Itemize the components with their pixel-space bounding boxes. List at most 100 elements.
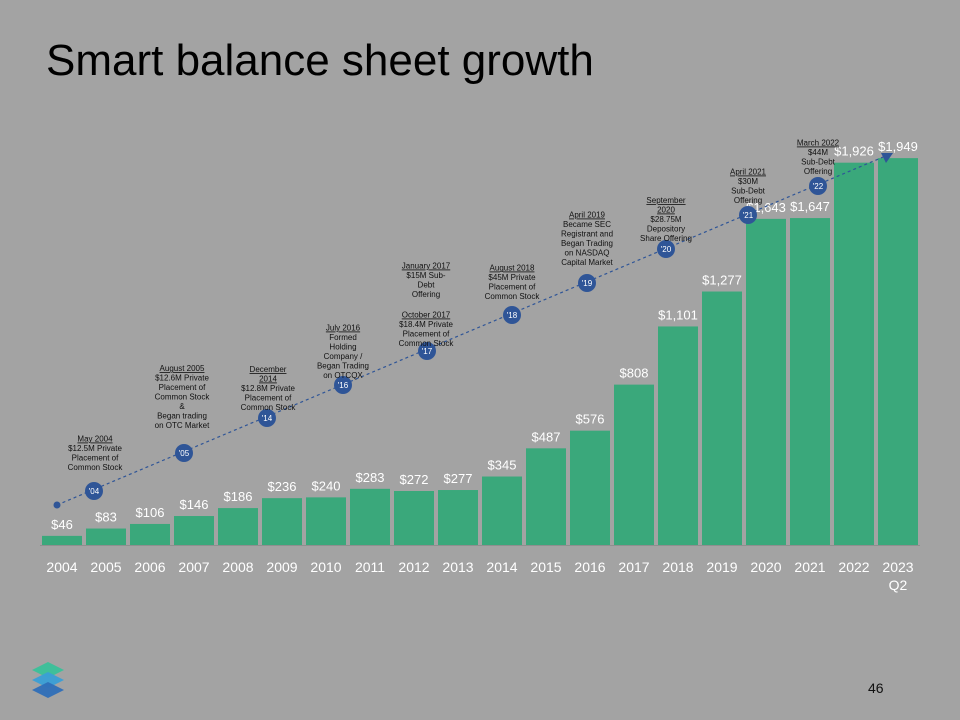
bar-6 [306, 497, 346, 545]
bar-value-label-2: $106 [136, 505, 165, 520]
milestone-note-9-line-1: Sub-Debt [801, 158, 836, 167]
milestone-label-9: '22 [813, 182, 824, 191]
bar-value-label-0: $46 [51, 517, 73, 532]
page-number: 46 [868, 680, 884, 696]
milestone-note-7-heading-line2: 2020 [657, 206, 675, 215]
milestone-note-8-line-1: Sub-Debt [731, 187, 766, 196]
milestone-note-8-line-2: Offering [734, 196, 762, 205]
bar-value-label-17: $1,647 [790, 199, 830, 214]
bar-15 [702, 291, 742, 545]
x-tick-label-5: 2009 [266, 559, 297, 575]
milestone-note-1-line-4: Began trading [157, 412, 207, 421]
milestone-note-1-line-0: $12.6M Private [155, 374, 209, 383]
milestone-note-7-line-0: $28.75M [650, 215, 681, 224]
bar-14 [658, 326, 698, 545]
milestone-note-6-line-0: Became SEC [563, 220, 611, 229]
bar-value-label-4: $186 [224, 489, 253, 504]
milestone-note-2-line-2: Common Stock [241, 403, 297, 412]
milestone-note-0-heading: May 2004 [77, 435, 113, 444]
x-tick-label-16: 2020 [750, 559, 781, 575]
bar-13 [614, 384, 654, 545]
bar-value-label-6: $240 [312, 478, 341, 493]
milestone-note-3-line-1: Holding [329, 343, 356, 352]
milestone-note-1-line-1: Placement of [159, 383, 206, 392]
bar-1 [86, 528, 126, 545]
milestone-note-3-line-3: Began Trading [317, 362, 369, 371]
bar-value-label-10: $345 [488, 458, 517, 473]
x-tick-label-12: 2016 [574, 559, 605, 575]
milestone-note-1-line-5: on OTC Market [155, 421, 210, 430]
milestone-note-3-line-0: Formed [329, 333, 357, 342]
milestone-note-3-line-4: on OTCQX [323, 371, 363, 380]
milestone-note-4-b-line-1: Placement of [403, 330, 450, 339]
milestone-note-7-line-2: Share Offering [640, 234, 692, 243]
bar-7 [350, 488, 390, 545]
milestone-label-0: '04 [89, 487, 100, 496]
bar-value-label-3: $146 [180, 497, 209, 512]
bar-8 [394, 491, 434, 545]
x-tick-label-10: 2014 [486, 559, 517, 575]
x-tick-label-14: 2018 [662, 559, 693, 575]
milestone-note-0-line-1: Placement of [72, 454, 119, 463]
milestone-note-6-line-4: Capital Market [561, 258, 613, 267]
x-tick-label-3: 2007 [178, 559, 209, 575]
bar-value-label-7: $283 [356, 470, 385, 485]
bar-value-label-13: $808 [620, 366, 649, 381]
milestone-note-2-heading-line2: 2014 [259, 375, 277, 384]
milestone-marker-0 [85, 482, 103, 500]
milestone-label-3: '16 [338, 381, 349, 390]
milestone-note-5-line-0: $45M Private [488, 273, 536, 282]
bar-3 [174, 516, 214, 545]
x-tick-label-6: 2010 [310, 559, 341, 575]
milestone-note-1-line-2: Common Stock [155, 393, 211, 402]
x-tick-label-2: 2006 [134, 559, 165, 575]
bar-19 [878, 158, 918, 545]
milestone-note-4-b-line-2: Common Stock [399, 339, 455, 348]
x-tick-label-9: 2013 [442, 559, 473, 575]
milestone-label-5: '18 [507, 311, 518, 320]
bar-value-label-1: $83 [95, 510, 117, 525]
milestone-note-4-heading: January 2017 [402, 262, 451, 271]
milestone-marker-8 [739, 206, 757, 224]
milestone-note-5-line-1: Placement of [489, 283, 536, 292]
bar-value-label-8: $272 [400, 472, 429, 487]
milestone-label-8: '21 [743, 211, 754, 220]
x-tick-label-18: 2022 [838, 559, 869, 575]
milestone-note-2-line-1: Placement of [245, 394, 292, 403]
bar-0 [42, 535, 82, 545]
bar-value-label-11: $487 [532, 429, 561, 444]
x-tick-label-4: 2008 [222, 559, 253, 575]
milestone-label-6: '19 [582, 279, 593, 288]
bar-5 [262, 498, 302, 545]
bar-4 [218, 508, 258, 545]
milestone-marker-3 [334, 376, 352, 394]
milestone-note-9-heading: March 2022 [797, 139, 840, 148]
bar-value-label-19: $1,949 [878, 139, 918, 154]
company-logo-icon [32, 662, 64, 698]
milestone-note-6-line-1: Registrant and [561, 230, 613, 239]
milestone-note-7-heading: September [646, 196, 685, 205]
x-tick-label-17: 2021 [794, 559, 825, 575]
milestone-note-8-line-0: $30M [738, 177, 758, 186]
milestone-note-4-b-line-0: $18.4M Private [399, 320, 453, 329]
x-tick-label-11: 2015 [530, 559, 561, 575]
milestone-note-9-line-0: $44M [808, 148, 828, 157]
bar-value-label-15: $1,277 [702, 273, 742, 288]
milestone-label-7: '20 [661, 245, 672, 254]
x-tick-label-19-line2: Q2 [889, 577, 908, 593]
bar-value-label-14: $1,101 [658, 307, 698, 322]
milestone-note-4-line-1: Debt [418, 281, 436, 290]
milestone-note-5-line-2: Common Stock [485, 292, 541, 301]
milestone-note-6-line-3: on NASDAQ [565, 249, 610, 258]
milestone-note-3-heading: July 2016 [326, 324, 361, 333]
bar-value-label-5: $236 [268, 479, 297, 494]
milestone-label-4: '17 [422, 347, 433, 356]
milestone-label-1: '05 [179, 449, 190, 458]
bar-10 [482, 476, 522, 545]
bar-11 [526, 448, 566, 545]
milestone-note-2-line-0: $12.8M Private [241, 384, 295, 393]
x-tick-label-15: 2019 [706, 559, 737, 575]
x-tick-label-19: 2023 [882, 559, 913, 575]
